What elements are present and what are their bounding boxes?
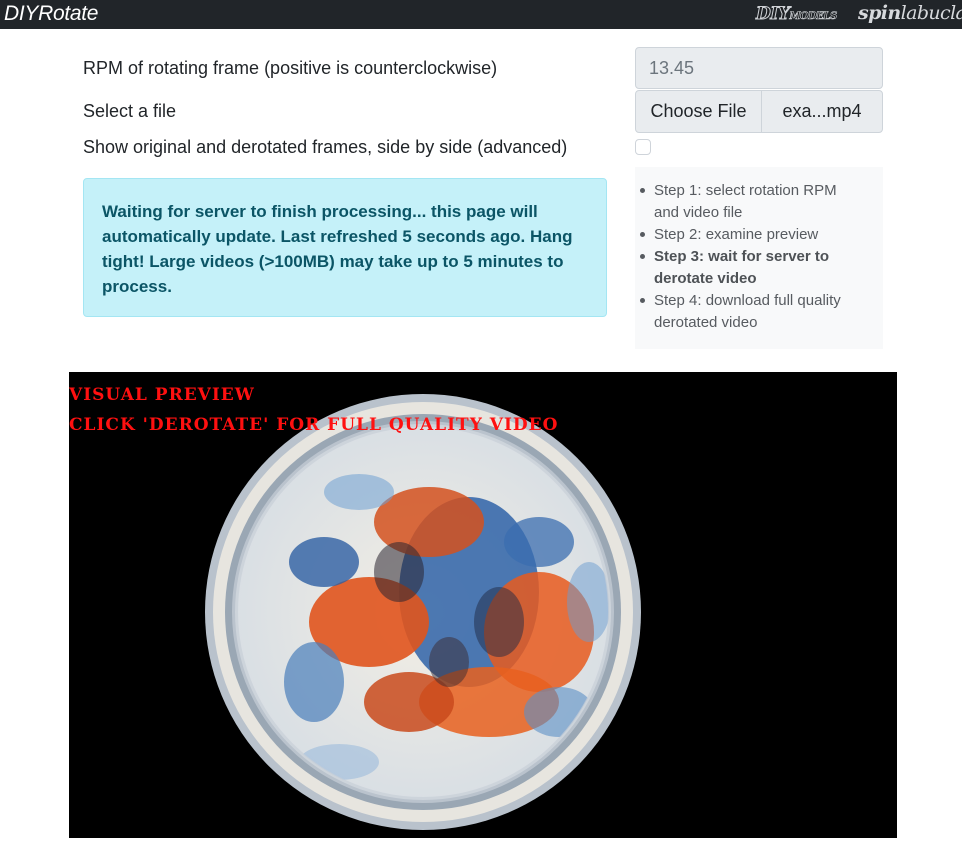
steps-panel: Step 1: select rotation RPM and video fi…	[635, 167, 883, 349]
dye-pattern	[284, 474, 609, 780]
petri-dish-image: VISUAL PREVIEW CLICK 'DEROTATE' FOR FULL…	[69, 385, 641, 830]
rpm-input[interactable]: 13.45	[635, 47, 883, 89]
spinlab-logo-ucla: ucla	[928, 2, 962, 24]
step-item: Step 1: select rotation RPM and video fi…	[640, 180, 883, 224]
step-text: Step 4: download full quality derotated …	[654, 292, 841, 331]
step-item: Step 3: wait for server to derotate vide…	[640, 246, 883, 290]
step-item: Step 2: examine preview	[640, 224, 883, 246]
side-by-side-label: Show original and derotated frames, side…	[83, 137, 568, 157]
preview-overlay-line2: CLICK 'DEROTATE' FOR FULL QUALITY VIDEO	[69, 415, 558, 435]
preview-overlay-line1: VISUAL PREVIEW	[69, 385, 255, 405]
spinlab-logo-spin: spin	[858, 2, 901, 24]
steps-list: Step 1: select rotation RPM and video fi…	[635, 180, 883, 334]
file-label: Select a file	[83, 101, 177, 121]
bullet-icon	[640, 298, 645, 303]
rpm-label: RPM of rotating frame (positive is count…	[83, 58, 498, 78]
spinlab-ucla-logo[interactable]: spinlabucla	[858, 2, 962, 24]
bullet-icon	[640, 232, 645, 237]
bullet-icon	[640, 254, 645, 259]
top-navbar: DIYRotate DIYMODELS spinlabucla	[0, 0, 962, 29]
file-input[interactable]: Choose File exa...mp4	[635, 90, 883, 133]
step-text: Step 1: select rotation RPM and video fi…	[654, 182, 837, 221]
diy-logo-small: MODELS	[789, 11, 837, 23]
alert-message: Waiting for server to finish processing.…	[102, 202, 573, 296]
choose-file-button[interactable]: Choose File	[636, 91, 762, 132]
brand-title[interactable]: DIYRotate	[4, 2, 99, 25]
file-name-display: exa...mp4	[782, 101, 862, 121]
diy-logo-main: DIY	[755, 4, 790, 25]
diy-models-logo[interactable]: DIYMODELS	[755, 4, 837, 25]
processing-alert: Waiting for server to finish processing.…	[83, 178, 607, 317]
video-preview[interactable]: VISUAL PREVIEW CLICK 'DEROTATE' FOR FULL…	[69, 372, 897, 838]
spinlab-logo-lab: lab	[900, 2, 929, 24]
side-by-side-checkbox[interactable]	[635, 139, 651, 155]
bullet-icon	[640, 188, 645, 193]
step-text: Step 3: wait for server to derotate vide…	[654, 248, 830, 287]
step-item: Step 4: download full quality derotated …	[640, 290, 883, 334]
step-text: Step 2: examine preview	[654, 226, 819, 243]
